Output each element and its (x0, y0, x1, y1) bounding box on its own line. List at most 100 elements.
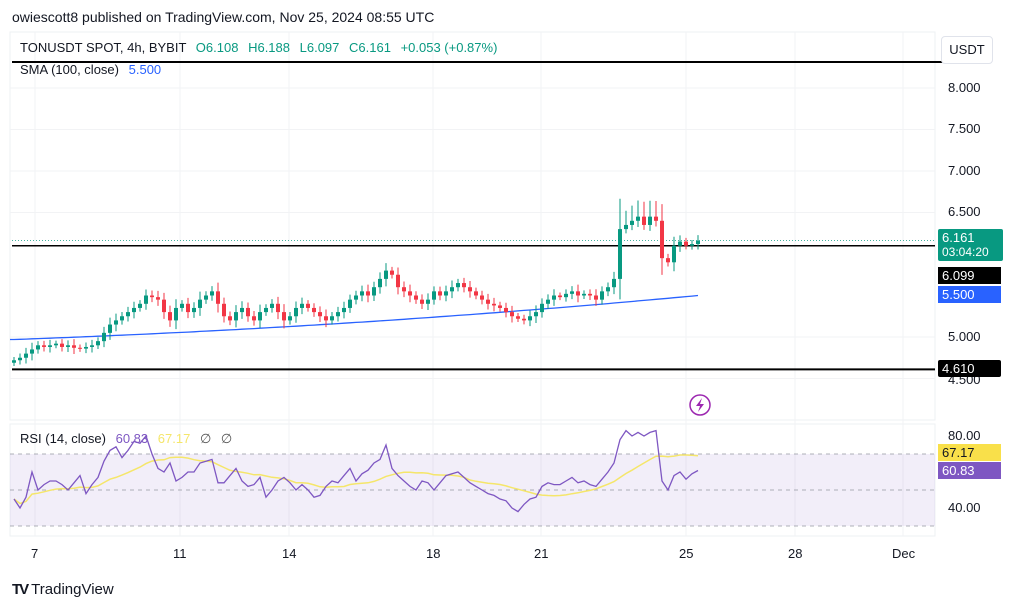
candle-body (402, 287, 406, 292)
candle-body (252, 316, 256, 321)
na-value: ∅ (199, 431, 212, 446)
last-price: 6.161 (942, 230, 975, 245)
candle-body (342, 307, 346, 313)
lightning-icon[interactable] (689, 394, 711, 416)
candle-body (72, 345, 76, 348)
candle-body (174, 307, 178, 321)
symbol-legend[interactable]: TONUSDT SPOT, 4h, BYBIT O6.108 H6.188 L6… (20, 40, 497, 55)
candle-body (408, 291, 412, 296)
candle-body (486, 299, 490, 304)
candle-body (540, 303, 544, 313)
sma-value: 5.500 (128, 62, 162, 77)
candle-body (492, 303, 496, 306)
time-tick: 25 (679, 546, 694, 561)
sma-line (10, 294, 699, 341)
candle-body (366, 291, 370, 296)
candle-body (264, 307, 268, 313)
candle-body (198, 299, 202, 308)
candle-body (246, 307, 250, 317)
candle-body (678, 241, 682, 246)
candle-body (474, 291, 478, 296)
candle-body (12, 360, 16, 363)
candle-body (468, 287, 472, 292)
candle-body (462, 283, 466, 288)
candle-body (684, 241, 688, 246)
candle-body (270, 303, 274, 308)
candle-body (168, 312, 172, 321)
sma-legend[interactable]: SMA (100, close) 5.500 (20, 62, 161, 77)
tradingview-logo[interactable]: TV TradingView (12, 581, 114, 598)
price-tick: 7.500 (948, 121, 981, 136)
candle-body (312, 307, 316, 313)
candle-body (456, 283, 460, 288)
candle-body (102, 332, 106, 342)
candle-body (390, 270, 394, 275)
candle-body (534, 312, 538, 317)
candle-body (510, 312, 514, 317)
candle-body (324, 316, 328, 321)
candle-body (204, 295, 208, 300)
price-tick: 8.000 (948, 80, 981, 95)
candle-body (300, 303, 304, 308)
candle-body (294, 307, 298, 317)
change-value: +0.053 (+0.87%) (400, 40, 498, 55)
candle-body (216, 291, 220, 304)
candle-body (336, 312, 340, 317)
candle-body (114, 320, 118, 325)
currency-button[interactable]: USDT (941, 36, 993, 64)
candle-body (444, 291, 448, 296)
open-value: O6.108 (195, 40, 239, 55)
candle-body (378, 278, 382, 288)
candle-body (126, 312, 130, 317)
rsi-label-tag: 60.83 (938, 462, 1001, 479)
candle-body (666, 258, 670, 263)
candle-body (426, 299, 430, 304)
rsi-label: RSI (14, close) (20, 431, 106, 446)
candle-body (258, 312, 262, 321)
candle-body (558, 295, 562, 298)
candle-body (396, 274, 400, 288)
candle-body (138, 303, 142, 308)
candle-body (240, 307, 244, 313)
rsi-legend[interactable]: RSI (14, close) 60.83 67.17 ∅ ∅ (20, 431, 232, 447)
candle-body (330, 316, 334, 321)
candle-body (48, 345, 52, 347)
candle-body (414, 295, 418, 300)
candle-body (660, 220, 664, 259)
candle-body (618, 229, 622, 279)
level-label: 4.610 (938, 360, 1001, 377)
candle-body (210, 291, 214, 296)
horizontal-levels[interactable] (12, 61, 985, 371)
candle-body (42, 345, 46, 347)
candle-body (564, 293, 568, 298)
candle-body (528, 316, 532, 321)
candle-body (612, 278, 616, 288)
candle-body (606, 287, 610, 292)
candle-body (276, 303, 280, 313)
candle-body (36, 345, 40, 350)
candle-body (420, 299, 424, 304)
candle-body (552, 295, 556, 300)
candle-body (150, 295, 154, 298)
candle-body (24, 353, 28, 358)
candle-body (120, 316, 124, 321)
time-tick: 18 (426, 546, 441, 561)
candle-body (180, 303, 184, 308)
time-tick: 11 (173, 546, 187, 561)
candle-body (600, 291, 604, 300)
candle-body (648, 216, 652, 225)
rsi-tick: 80.00 (948, 428, 981, 443)
candle-body (498, 305, 502, 308)
candle-body (318, 312, 322, 317)
rsi-ma-label: 67.17 (938, 444, 1001, 461)
candle-body (372, 287, 376, 296)
candle-body (144, 295, 148, 304)
candle-body (108, 324, 112, 333)
na-value: ∅ (220, 431, 233, 446)
candle-body (186, 303, 190, 313)
candle-body (624, 224, 628, 230)
candle-body (282, 312, 286, 321)
countdown: 03:04:20 (942, 245, 989, 259)
